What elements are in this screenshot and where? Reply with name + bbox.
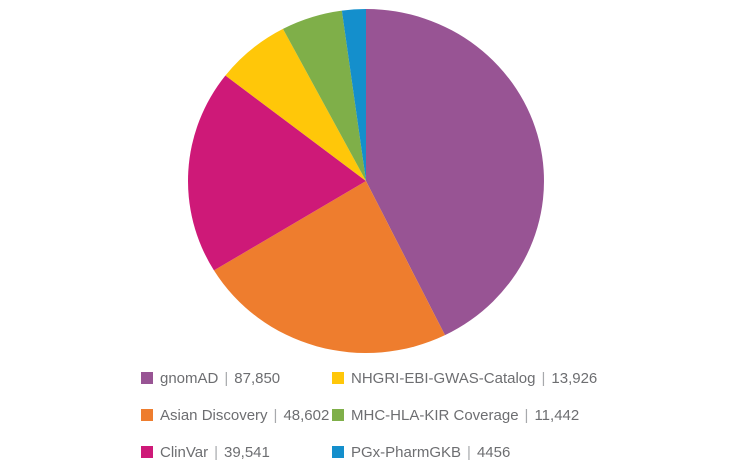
legend-swatch-nhgri-ebi-gwas-catalog <box>332 372 344 384</box>
legend-separator: | <box>214 443 218 461</box>
legend-separator: | <box>467 443 471 461</box>
legend-label: gnomAD <box>160 369 219 387</box>
legend-value: 11,442 <box>534 406 580 424</box>
legend-value: 13,926 <box>551 369 598 387</box>
pie-slice-mhc-hla-kir-coverage <box>282 10 366 182</box>
legend-item-nhgri-ebi-gwas-catalog: NHGRI-EBI-GWAS-Catalog | 13,926 <box>332 369 598 387</box>
legend-swatch-gnomad <box>141 372 153 384</box>
legend-item-clinvar: ClinVar | 39,541 <box>141 443 332 461</box>
legend-item-mhc-hla-kir-coverage: MHC-HLA-KIR Coverage | 11,442 <box>332 406 597 424</box>
legend-separator: | <box>224 369 229 387</box>
legend: gnomAD | 87,850 Asian Discovery | 48,602 ClinV… <box>141 370 597 475</box>
pie-slice-nhgri-ebi-gwas-catalog <box>225 28 366 181</box>
pie-slice-clinvar <box>188 75 366 271</box>
legend-value: 39,541 <box>223 443 270 461</box>
legend-column-right: NHGRI-EBI-GWAS-Catalog | 13,926 MHC-HLA-KIR… <box>332 370 597 475</box>
legend-separator: | <box>524 406 529 424</box>
legend-swatch-asian-discovery <box>141 409 153 421</box>
legend-label: NHGRI-EBI-GWAS-Catalog <box>351 369 536 387</box>
legend-item-pgx-pharmgkb: PGx-PharmGKB | 4456 <box>332 443 597 461</box>
legend-swatch-mhc-hla-kir-coverage <box>332 409 344 421</box>
legend-swatch-clinvar <box>141 446 153 458</box>
pie-slice-pgx-pharmgkb <box>341 9 366 181</box>
legend-label: Asian Discovery <box>160 406 268 424</box>
legend-value: 87,850 <box>234 369 281 387</box>
legend-value: 48,602 <box>283 406 330 424</box>
legend-swatch-pgx-pharmgkb <box>332 446 344 458</box>
legend-label: PGx-PharmGKB <box>351 443 462 461</box>
legend-separator: | <box>541 369 546 387</box>
legend-value: 4456 <box>476 443 511 461</box>
legend-column-left: gnomAD | 87,850 Asian Discovery | 48,602 ClinV… <box>141 370 332 475</box>
legend-label: ClinVar <box>160 443 209 461</box>
pie-slice-gnomad <box>366 9 544 336</box>
legend-item-asian-discovery: Asian Discovery | 48,602 <box>141 406 332 424</box>
legend-item-gnomad: gnomAD | 87,850 <box>141 369 332 387</box>
pie-slice-asian-discovery <box>213 181 445 353</box>
legend-label: MHC-HLA-KIR Coverage <box>351 406 519 424</box>
legend-separator: | <box>273 406 278 424</box>
